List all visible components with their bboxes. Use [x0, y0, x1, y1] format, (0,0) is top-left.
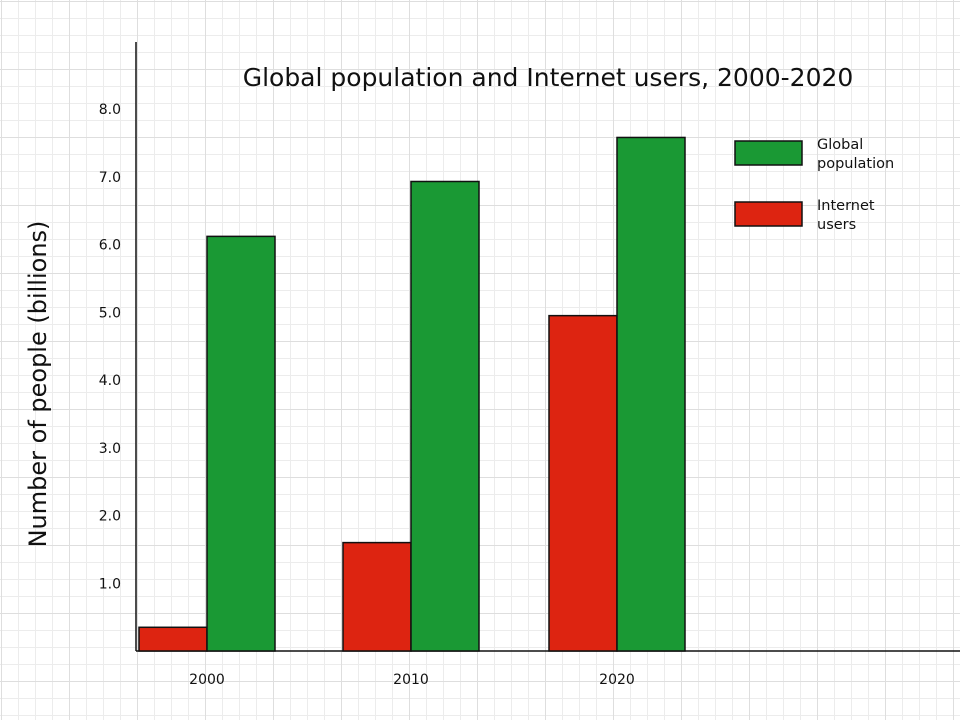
- legend: Global population Internet users: [734, 137, 894, 233]
- x-ticks: 2000 2010 2020: [189, 672, 635, 688]
- y-ticks: 1.0 2.0 3.0 4.0 5.0 6.0 7.0 8.0: [99, 102, 121, 592]
- x-tick-label: 2010: [393, 672, 429, 688]
- bar-internet-users-2000: [138, 626, 208, 652]
- y-tick-label: 4.0: [99, 373, 121, 389]
- y-tick-label: 1.0: [99, 576, 121, 592]
- bar-global-population-2020: [616, 136, 686, 652]
- legend-label: population: [817, 156, 894, 172]
- y-axis-title-group: Number of people (billions): [24, 221, 52, 548]
- bar-global-population-2010: [410, 180, 480, 652]
- legend-label: Global: [817, 137, 863, 153]
- legend-swatch: [734, 201, 803, 227]
- legend-label: Internet: [817, 198, 875, 214]
- y-tick-label: 8.0: [99, 102, 121, 118]
- bar-internet-users-2010: [342, 541, 412, 652]
- legend-swatch: [734, 140, 803, 166]
- y-axis-title: Number of people (billions): [24, 221, 52, 548]
- bars: [138, 136, 686, 652]
- legend-label: users: [817, 217, 856, 233]
- bar-internet-users-2020: [548, 314, 618, 652]
- y-tick-label: 7.0: [99, 170, 121, 186]
- y-tick-label: 3.0: [99, 441, 121, 457]
- x-tick-label: 2000: [189, 672, 225, 688]
- y-tick-label: 2.0: [99, 509, 121, 525]
- y-tick-label: 6.0: [99, 238, 121, 254]
- x-tick-label: 2020: [599, 672, 635, 688]
- y-tick-label: 5.0: [99, 305, 121, 321]
- bar-global-population-2000: [206, 235, 276, 652]
- chart-title: Global population and Internet users, 20…: [243, 63, 854, 92]
